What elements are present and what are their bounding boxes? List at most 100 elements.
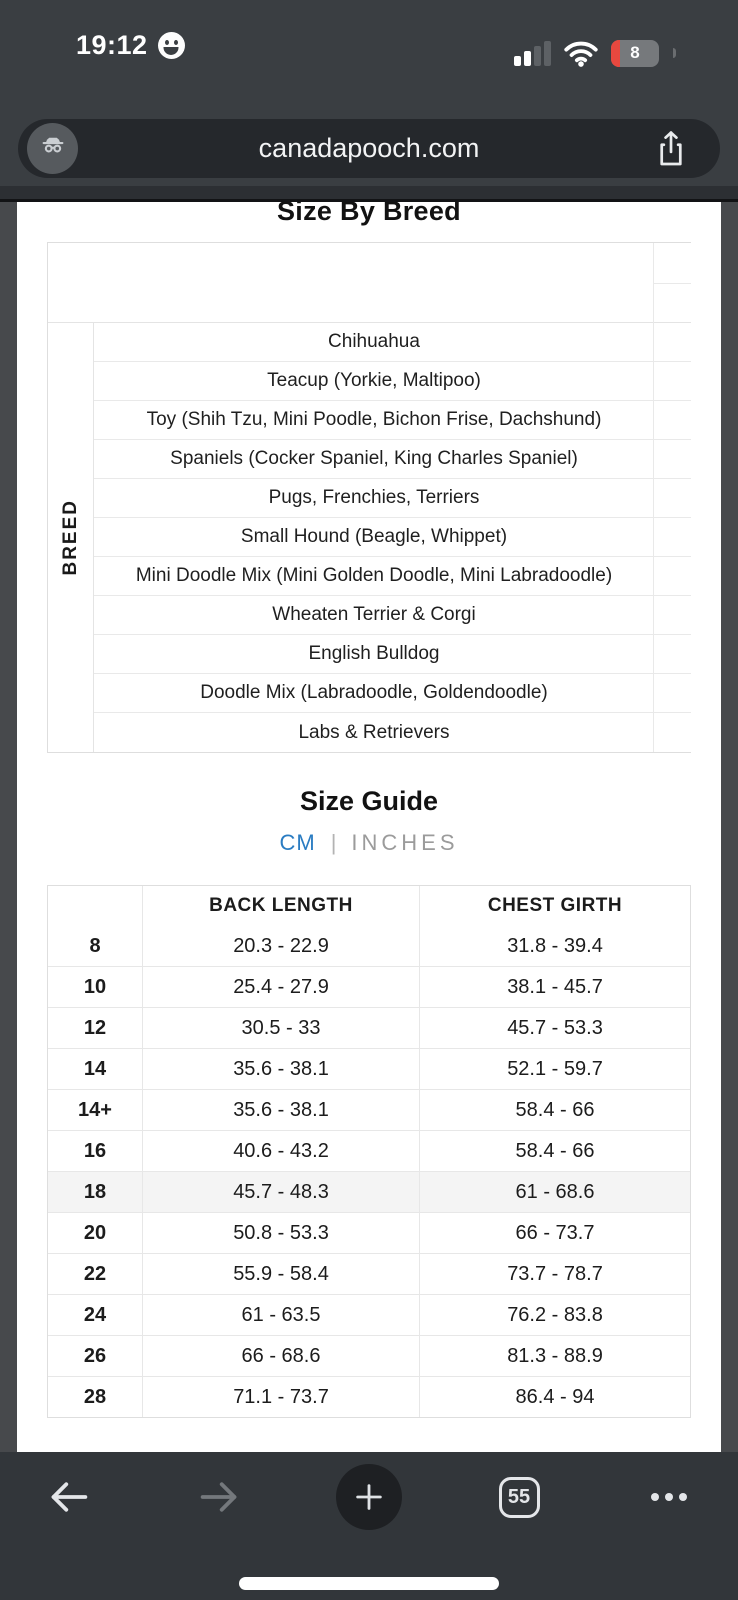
breed-name: Teacup (Yorkie, Maltipoo) bbox=[267, 370, 481, 391]
breed-name: Spaniels (Cocker Spaniel, King Charles S… bbox=[170, 448, 578, 469]
size-guide-rows: 8 20.3 - 22.9 31.8 - 39.4 10 25.4 - 27.9… bbox=[48, 926, 690, 1417]
cellular-signal-icon bbox=[514, 40, 551, 66]
back-length-cell: 71.1 - 73.7 bbox=[143, 1377, 420, 1417]
incognito-icon[interactable] bbox=[27, 123, 78, 174]
chest-girth-cell: 58.4 - 66 bbox=[515, 1098, 595, 1121]
tab-count: 55 bbox=[507, 1485, 531, 1508]
unit-cm-link[interactable]: CM bbox=[279, 830, 316, 855]
breed-name: Pugs, Frenchies, Terriers bbox=[268, 487, 480, 508]
breed-row: Pugs, Frenchies, Terriers bbox=[94, 479, 691, 518]
home-indicator[interactable] bbox=[239, 1577, 499, 1590]
back-length-cell: 55.9 - 58.4 bbox=[143, 1254, 420, 1294]
breed-axis-label: BREED bbox=[59, 499, 81, 576]
status-right: 8 bbox=[514, 30, 676, 76]
battery-icon: 8 bbox=[611, 39, 659, 67]
url-text[interactable]: canadapooch.com bbox=[258, 133, 480, 163]
unit-toggle-divider: | bbox=[330, 830, 337, 855]
breed-row: Teacup (Yorkie, Maltipoo) bbox=[94, 362, 691, 401]
battery-nub bbox=[673, 48, 676, 58]
size-row: 22 55.9 - 58.4 73.7 - 78.7 bbox=[48, 1253, 690, 1294]
size-cell: 8 bbox=[48, 926, 143, 966]
back-length-cell: 20.3 - 22.9 bbox=[143, 926, 420, 966]
breed-row: Spaniels (Cocker Spaniel, King Charles S… bbox=[94, 440, 691, 479]
breed-row: English Bulldog bbox=[94, 635, 691, 674]
back-length-header: BACK LENGTH bbox=[143, 886, 420, 926]
size-row: 18 45.7 - 48.3 61 - 68.6 bbox=[48, 1171, 690, 1212]
size-row: 26 66 - 68.6 81.3 - 88.9 bbox=[48, 1335, 690, 1376]
battery-percent: 8 bbox=[630, 43, 640, 62]
size-column-header bbox=[48, 886, 143, 926]
breed-axis-cell: BREED bbox=[48, 323, 94, 752]
back-length-cell: 50.8 - 53.3 bbox=[143, 1213, 420, 1253]
ellipsis-icon bbox=[651, 1493, 687, 1501]
size-row: 14+ 35.6 - 38.1 58.4 - 66 bbox=[48, 1089, 690, 1130]
status-bar: 19:12 8 bbox=[0, 30, 738, 82]
forward-button[interactable] bbox=[186, 1464, 252, 1530]
size-row: 20 50.8 - 53.3 66 - 73.7 bbox=[48, 1212, 690, 1253]
size-row: 14 35.6 - 38.1 52.1 - 59.7 bbox=[48, 1048, 690, 1089]
toolbar-buttons: 55 bbox=[0, 1464, 738, 1530]
size-cell: 28 bbox=[48, 1377, 143, 1417]
size-row: 16 40.6 - 43.2 58.4 - 66 bbox=[48, 1130, 690, 1171]
chest-girth-cell: 52.1 - 59.7 bbox=[507, 1057, 603, 1080]
breed-table-column-divider bbox=[653, 243, 654, 752]
back-length-cell: 66 - 68.6 bbox=[143, 1336, 420, 1376]
back-length-cell: 30.5 - 33 bbox=[143, 1008, 420, 1048]
size-cell: 14 bbox=[48, 1049, 143, 1089]
breed-name: Toy (Shih Tzu, Mini Poodle, Bichon Frise… bbox=[146, 409, 602, 430]
breed-table: BREED Chihuahua Teacup (Yorkie, Maltipoo… bbox=[47, 242, 691, 753]
size-guide-title: Size Guide bbox=[299, 786, 439, 816]
breed-section-title: Size By Breed bbox=[277, 202, 461, 226]
breed-name: Doodle Mix (Labradoodle, Goldendoodle) bbox=[200, 682, 548, 703]
size-row: 28 71.1 - 73.7 86.4 - 94 bbox=[48, 1376, 690, 1417]
web-page-viewport: Size By Breed BREED Chihuahua Teacup (Yo… bbox=[0, 202, 738, 1452]
more-menu-button[interactable] bbox=[636, 1464, 702, 1530]
back-button[interactable] bbox=[36, 1464, 102, 1530]
breed-row: Wheaten Terrier & Corgi bbox=[94, 596, 691, 635]
share-icon[interactable] bbox=[650, 128, 692, 170]
breed-table-header-row bbox=[48, 243, 691, 323]
chest-girth-cell: 45.7 - 53.3 bbox=[507, 1016, 603, 1039]
status-left: 19:12 bbox=[76, 30, 185, 61]
new-tab-button[interactable] bbox=[336, 1464, 402, 1530]
chest-girth-cell: 81.3 - 88.9 bbox=[507, 1344, 603, 1367]
back-length-cell: 40.6 - 43.2 bbox=[143, 1131, 420, 1171]
unit-inches-link[interactable]: INCHES bbox=[351, 830, 459, 855]
breed-table-body: BREED Chihuahua Teacup (Yorkie, Maltipoo… bbox=[48, 323, 691, 752]
clock: 19:12 bbox=[76, 30, 148, 60]
breed-row: Doodle Mix (Labradoodle, Goldendoodle) bbox=[94, 674, 691, 713]
breed-rows: Chihuahua Teacup (Yorkie, Maltipoo) Toy … bbox=[94, 323, 691, 752]
breed-name: Small Hound (Beagle, Whippet) bbox=[240, 526, 508, 547]
chest-girth-cell: 86.4 - 94 bbox=[515, 1385, 595, 1408]
chest-girth-cell: 38.1 - 45.7 bbox=[507, 975, 603, 998]
size-cell: 14+ bbox=[48, 1090, 143, 1130]
chest-girth-cell: 76.2 - 83.8 bbox=[507, 1303, 603, 1326]
breed-row: Toy (Shih Tzu, Mini Poodle, Bichon Frise… bbox=[94, 401, 691, 440]
size-cell: 26 bbox=[48, 1336, 143, 1376]
breed-row: Labs & Retrievers bbox=[94, 713, 691, 752]
size-cell: 20 bbox=[48, 1213, 143, 1253]
browser-top-chrome: 19:12 8 bbox=[0, 0, 738, 202]
breed-table-header-subdivider bbox=[654, 283, 691, 284]
size-row: 8 20.3 - 22.9 31.8 - 39.4 bbox=[48, 926, 690, 966]
breed-row: Chihuahua bbox=[94, 323, 691, 362]
breed-name: Labs & Retrievers bbox=[298, 721, 450, 743]
tab-switcher-button[interactable]: 55 bbox=[486, 1464, 552, 1530]
breed-row: Mini Doodle Mix (Mini Golden Doodle, Min… bbox=[94, 557, 691, 596]
size-cell: 10 bbox=[48, 967, 143, 1007]
back-length-cell: 25.4 - 27.9 bbox=[143, 967, 420, 1007]
browser-bottom-toolbar: 55 bbox=[0, 1452, 738, 1600]
address-bar[interactable]: canadapooch.com bbox=[18, 119, 720, 178]
size-cell: 16 bbox=[48, 1131, 143, 1171]
breed-name: Wheaten Terrier & Corgi bbox=[272, 604, 476, 625]
breed-name: Chihuahua bbox=[328, 331, 420, 352]
size-cell: 24 bbox=[48, 1295, 143, 1335]
size-guide-table: BACK LENGTH CHEST GIRTH 8 20.3 - 22.9 31… bbox=[47, 885, 691, 1418]
unit-toggle: CM | INCHES bbox=[17, 830, 721, 856]
back-length-cell: 35.6 - 38.1 bbox=[143, 1090, 420, 1130]
size-row: 24 61 - 63.5 76.2 - 83.8 bbox=[48, 1294, 690, 1335]
chest-girth-cell: 31.8 - 39.4 bbox=[507, 934, 603, 957]
size-guide-header-row: BACK LENGTH CHEST GIRTH bbox=[48, 886, 690, 926]
chrome-bottom-strip bbox=[0, 186, 738, 202]
